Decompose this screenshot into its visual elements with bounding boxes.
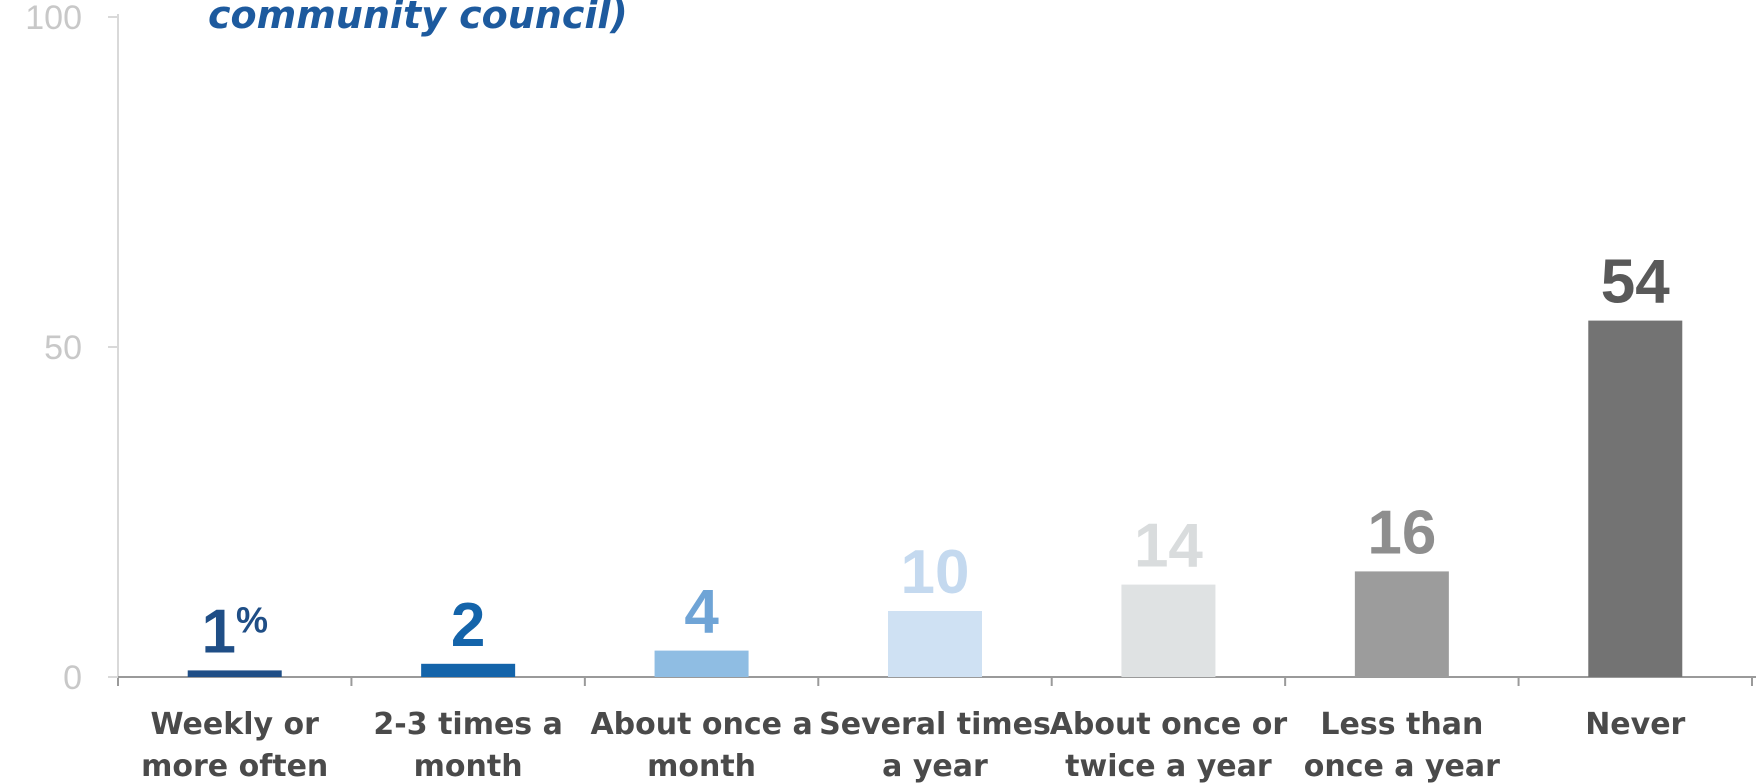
- y-axis-ticks: 0 50 100: [25, 0, 118, 697]
- x-tick-label-line: month: [414, 749, 523, 784]
- y-tick-label: 50: [44, 329, 82, 367]
- bars: [187, 320, 1683, 677]
- bar: [1354, 571, 1449, 677]
- data-label: 14: [1134, 512, 1203, 581]
- y-tick-label: 0: [63, 659, 82, 697]
- x-tick-label-line: Weekly or: [151, 707, 320, 742]
- data-label: 4: [684, 578, 719, 647]
- data-label: 10: [901, 538, 970, 607]
- x-tick-label-line: Less than: [1320, 707, 1483, 742]
- bar: [654, 650, 749, 677]
- x-tick-label-line: once a year: [1304, 749, 1500, 784]
- x-tick-label: About once or twice a year: [1050, 707, 1288, 784]
- x-tick-label: Less than once a year: [1304, 707, 1500, 784]
- x-tick-label-line: About once a: [590, 707, 812, 742]
- data-label: 54: [1601, 248, 1670, 317]
- x-tick-label-line: 2-3 times a: [373, 707, 562, 742]
- bar: [421, 663, 516, 677]
- x-tick-label: Several times a year: [819, 707, 1051, 784]
- x-tick-label-line: month: [647, 749, 756, 784]
- y-tick-label: 100: [25, 0, 82, 37]
- x-tick-label: Weekly or more often: [141, 707, 328, 784]
- chart-title: community council): [208, 0, 628, 37]
- x-tick-label: About once a month: [590, 707, 812, 784]
- x-tick-label-line: Never: [1585, 707, 1685, 742]
- x-tick-label: 2-3 times a month: [373, 707, 562, 784]
- data-label: 1%: [201, 597, 268, 666]
- bar: [187, 670, 282, 677]
- x-tick-label-line: a year: [882, 749, 988, 784]
- x-tick-label-line: more often: [141, 749, 328, 784]
- x-tick-label-line: About once or: [1050, 707, 1288, 742]
- bar: [888, 611, 982, 677]
- x-tick-label-line: twice a year: [1065, 749, 1272, 784]
- data-labels: 1% 2 4 10 14 16 54: [201, 248, 1670, 667]
- x-tick-label: Never: [1585, 707, 1685, 742]
- bar: [1588, 320, 1683, 677]
- data-label: 16: [1367, 498, 1436, 567]
- x-tick-label-line: Several times: [819, 707, 1051, 742]
- bar: [1121, 584, 1216, 677]
- data-label: 2: [451, 591, 485, 660]
- percent-suffix: %: [236, 599, 268, 640]
